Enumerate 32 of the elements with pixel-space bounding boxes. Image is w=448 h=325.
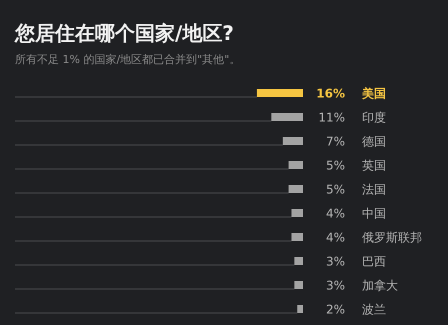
- chart-subtitle: 所有不足 1% 的国家/地区都已合并到"其他"。: [15, 53, 240, 66]
- data-label: 16%: [316, 86, 345, 100]
- y-tick-label: 法国: [362, 182, 386, 196]
- data-label: 4%: [326, 230, 345, 244]
- bar: [294, 257, 303, 265]
- data-label: 3%: [326, 254, 345, 268]
- y-tick-label: 美国: [361, 86, 386, 100]
- chart-title: 您居住在哪个国家/地区?: [14, 21, 234, 45]
- data-label: 11%: [318, 110, 345, 124]
- y-tick-label: 中国: [362, 206, 386, 220]
- data-label: 7%: [326, 134, 345, 148]
- bar: [256, 89, 303, 97]
- y-tick-label: 巴西: [362, 254, 386, 268]
- data-label: 5%: [326, 158, 345, 172]
- y-tick-label: 英国: [362, 158, 386, 172]
- data-label: 5%: [326, 182, 345, 196]
- bar: [282, 137, 303, 145]
- bar: [291, 209, 303, 217]
- y-tick-label: 加拿大: [362, 278, 398, 292]
- bar: [291, 233, 303, 241]
- y-tick-label: 波兰: [362, 302, 386, 316]
- data-label: 2%: [326, 302, 345, 316]
- data-label: 3%: [326, 278, 345, 292]
- y-tick-label: 德国: [362, 134, 386, 148]
- bar: [271, 113, 303, 121]
- bar: [288, 185, 303, 193]
- y-tick-label: 俄罗斯联邦: [362, 230, 422, 244]
- data-label: 4%: [326, 206, 345, 220]
- bar: [294, 281, 303, 289]
- bar: [297, 305, 303, 313]
- y-tick-label: 印度: [362, 110, 386, 124]
- bar: [288, 161, 303, 169]
